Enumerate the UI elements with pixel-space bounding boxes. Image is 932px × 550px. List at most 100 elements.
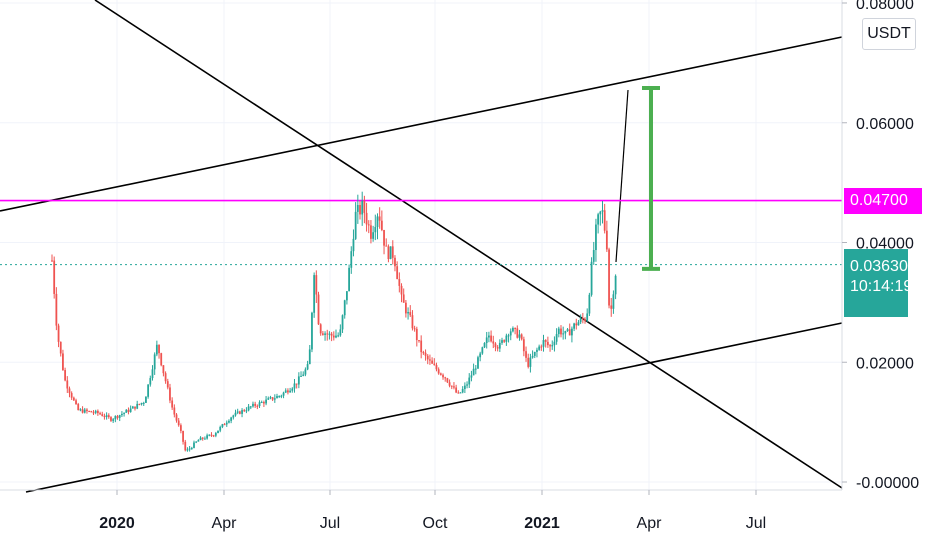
- candle-body: [308, 349, 311, 365]
- channel-lower-trendline[interactable]: [25, 322, 843, 493]
- candle-body: [64, 370, 67, 381]
- candle-body: [577, 322, 580, 326]
- candle-body: [267, 398, 270, 400]
- candle-body: [444, 377, 447, 379]
- candle-body: [337, 335, 340, 337]
- candle-body: [610, 305, 613, 309]
- candle-body: [396, 266, 399, 280]
- candle-body: [446, 378, 449, 383]
- candle-body: [164, 373, 167, 382]
- candle-body: [260, 402, 263, 404]
- candle-body: [258, 402, 261, 407]
- candle-body: [522, 339, 525, 352]
- candle-body: [136, 403, 139, 409]
- candle-body: [94, 410, 97, 413]
- candle-body: [225, 422, 228, 425]
- candle-body: [129, 408, 132, 412]
- candle-body: [282, 392, 285, 396]
- candle-body: [494, 343, 497, 348]
- candle-body: [140, 402, 143, 405]
- candle-body: [483, 343, 486, 348]
- candle-body: [586, 313, 589, 321]
- candle-body: [328, 333, 331, 335]
- time-axis-tick-label: 2020: [99, 515, 135, 532]
- candle-body: [350, 251, 353, 268]
- candle-body: [86, 409, 88, 412]
- candle-body: [169, 387, 171, 401]
- candle-body: [614, 275, 617, 295]
- candle-body: [346, 291, 348, 301]
- candle-body: [435, 365, 438, 370]
- candle-body: [453, 386, 455, 388]
- candle-body: [247, 406, 250, 411]
- candle-body: [83, 409, 86, 413]
- time-axis[interactable]: 2020 Apr Jul Oct 2021 Apr Jul: [99, 490, 766, 532]
- candle-body: [433, 363, 436, 366]
- candle-body: [512, 327, 514, 332]
- candle-body: [317, 294, 320, 325]
- candle-body: [439, 373, 442, 375]
- price-axis-tick-label: 0.08000: [856, 0, 914, 13]
- time-axis-tick-label: Jul: [746, 515, 766, 532]
- candle-body: [134, 406, 136, 409]
- candle-body: [601, 210, 604, 212]
- candle-body: [605, 230, 608, 250]
- quote-currency-label[interactable]: USDT: [862, 18, 916, 50]
- candle-body: [402, 294, 405, 303]
- candle-body: [546, 341, 549, 346]
- horizontal-level-layer: [0, 199, 842, 266]
- candle-body: [520, 334, 523, 340]
- candle-body: [300, 375, 302, 377]
- candle-body: [463, 385, 466, 390]
- candle-body: [311, 312, 313, 350]
- candle-body: [551, 345, 554, 347]
- descending-trendline[interactable]: [94, 0, 843, 489]
- candle-body: [254, 403, 257, 406]
- candle-body: [232, 415, 235, 418]
- candle-body: [57, 325, 60, 342]
- last-price-label: 0.03630 10:14:19: [844, 248, 912, 317]
- time-axis-tick-label: Apr: [212, 515, 238, 532]
- candle-body: [230, 417, 233, 421]
- candle-body: [496, 347, 499, 349]
- candle-body: [442, 374, 444, 378]
- candle-body: [542, 340, 545, 347]
- projection-line[interactable]: [615, 89, 629, 263]
- candle-body: [276, 396, 278, 399]
- candle-body: [400, 285, 403, 295]
- price-axis-tick-label: 0.02000: [856, 355, 914, 372]
- candle-body: [186, 449, 189, 451]
- candle-body: [529, 357, 532, 367]
- candle-body: [383, 230, 385, 246]
- candle-body: [265, 399, 267, 404]
- candle-body: [426, 355, 429, 360]
- price-axis[interactable]: 0.08000 0.06000 0.04000 0.02000 -0.00000: [842, 0, 919, 492]
- candle-body: [289, 390, 292, 393]
- candle-body: [321, 333, 324, 335]
- target-measure[interactable]: [642, 86, 660, 271]
- candle-body: [199, 437, 202, 441]
- candle-body: [424, 352, 427, 356]
- candle-body: [188, 448, 191, 450]
- candle-body: [101, 414, 104, 417]
- candle-body: [422, 352, 425, 354]
- candle-body: [531, 355, 534, 358]
- channel-upper-trendline[interactable]: [0, 36, 843, 212]
- candle-body: [387, 246, 390, 260]
- candle-body: [477, 357, 479, 369]
- last-price-value: 0.03630: [850, 257, 908, 275]
- candle-body: [197, 440, 200, 442]
- candle-body: [339, 329, 342, 336]
- candle-body: [505, 335, 508, 342]
- candle-body: [557, 328, 560, 335]
- candle-body: [166, 381, 169, 388]
- candle-body: [359, 205, 361, 215]
- candle-body: [145, 396, 147, 403]
- candle-body: [411, 315, 414, 329]
- candle-body: [219, 426, 222, 431]
- candle-body: [335, 335, 337, 338]
- candle-body: [162, 365, 165, 374]
- candle-body: [501, 340, 503, 343]
- candle-body: [507, 335, 510, 337]
